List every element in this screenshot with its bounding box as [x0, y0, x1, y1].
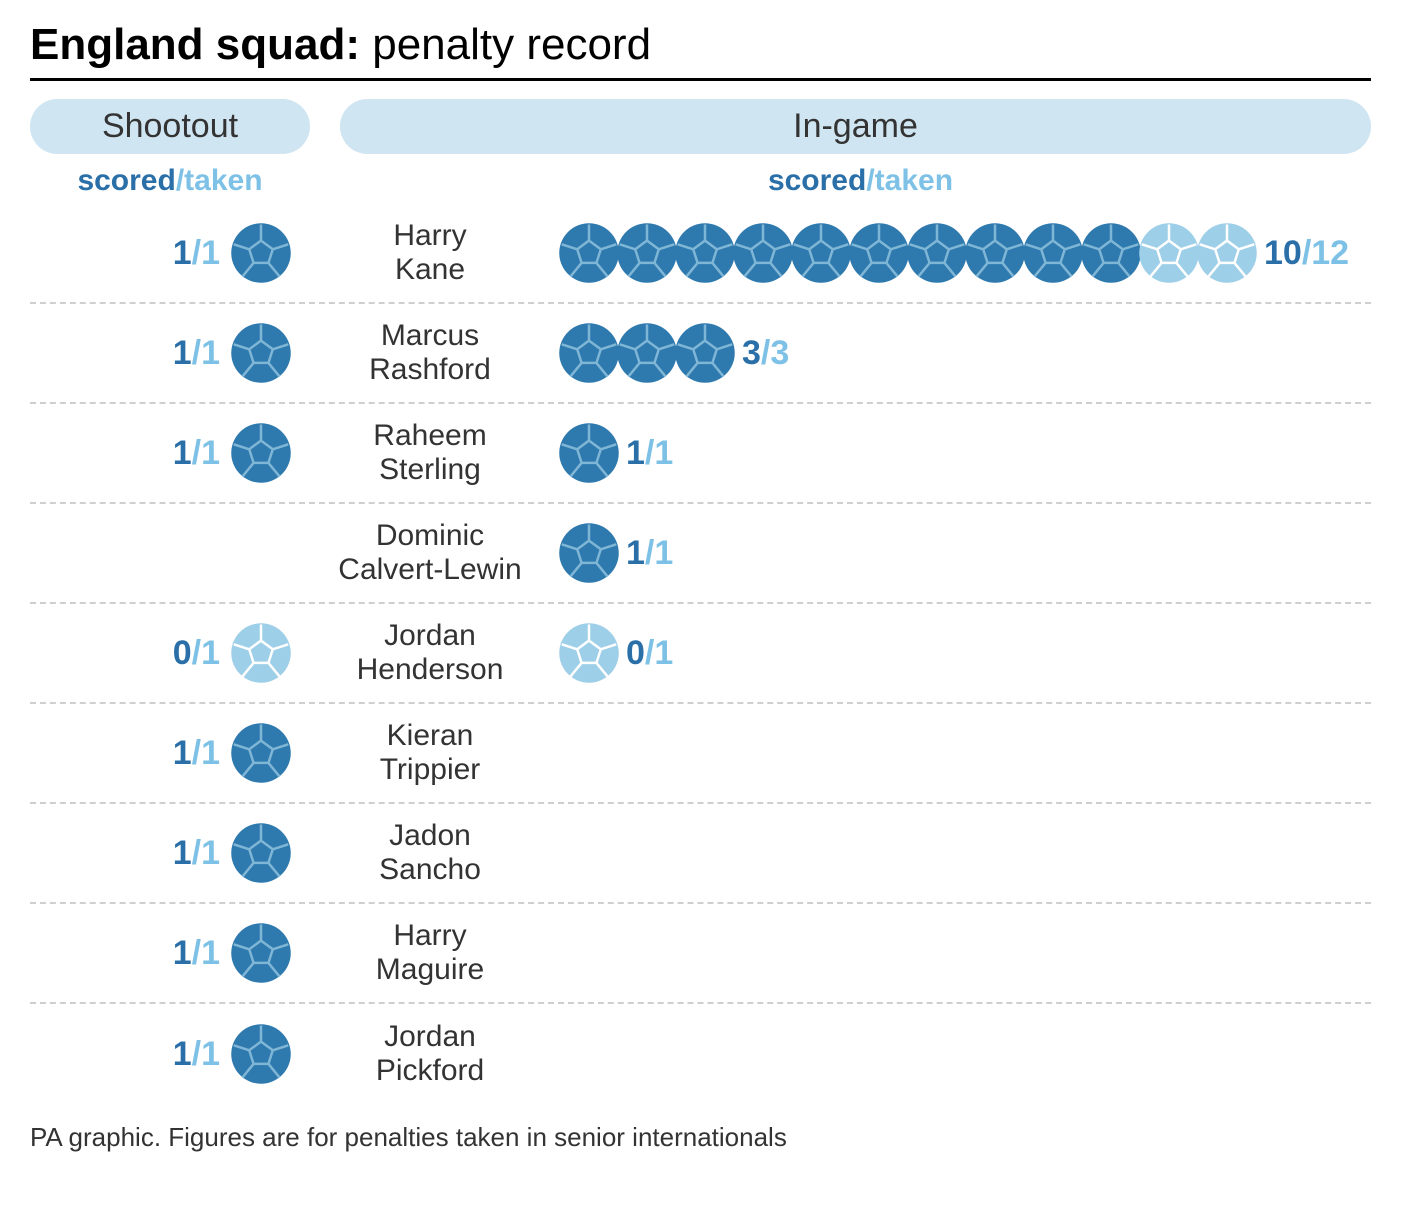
football-icon	[230, 622, 292, 684]
scored-label: scored	[768, 164, 866, 197]
player-row: 1/1 MarcusRashford 3/3	[30, 304, 1371, 404]
football-icon	[558, 422, 620, 484]
shootout-cell: 1/1	[30, 722, 310, 784]
football-icon	[616, 322, 678, 384]
player-name: HarryMaguire	[310, 919, 550, 988]
shootout-cell: 1/1	[30, 1023, 310, 1085]
player-name: DominicCalvert-Lewin	[310, 519, 550, 588]
football-icon	[230, 722, 292, 784]
stat-value: 3/3	[742, 334, 789, 373]
football-icon	[1196, 222, 1258, 284]
football-icon	[848, 222, 910, 284]
ingame-cell: 1/1	[550, 522, 1371, 584]
player-name: RaheemSterling	[310, 419, 550, 488]
football-icon	[616, 222, 678, 284]
ingame-cell: 10/12	[550, 222, 1371, 284]
football-icon	[558, 622, 620, 684]
title-bold: England squad:	[30, 20, 360, 69]
shootout-cell: 0/1	[30, 622, 310, 684]
football-icon	[558, 522, 620, 584]
shootout-cell: 1/1	[30, 822, 310, 884]
shootout-cell: 1/1	[30, 322, 310, 384]
ingame-pill: In-game	[340, 99, 1371, 154]
player-row: 1/1 KieranTrippier	[30, 704, 1371, 804]
stat-value: 10/12	[1264, 234, 1349, 273]
football-icon	[1022, 222, 1084, 284]
stat-value: 1/1	[173, 1035, 220, 1074]
football-icon	[674, 322, 736, 384]
footer-note: PA graphic. Figures are for penalties ta…	[30, 1122, 1371, 1153]
football-icon	[964, 222, 1026, 284]
stat-value: 1/1	[173, 834, 220, 873]
stat-value: 1/1	[173, 734, 220, 773]
stat-value: 1/1	[173, 934, 220, 973]
football-icon	[558, 322, 620, 384]
football-icon	[906, 222, 968, 284]
graphic-title: England squad: penalty record	[30, 20, 1371, 81]
player-row: 1/1 JadonSancho	[30, 804, 1371, 904]
shootout-subheader: scored/taken	[30, 164, 310, 198]
football-icon	[230, 322, 292, 384]
player-row: 1/1 HarryKane	[30, 204, 1371, 304]
stat-value: 1/1	[626, 534, 673, 573]
stat-value: 1/1	[173, 334, 220, 373]
player-name: JordanPickford	[310, 1020, 550, 1089]
football-icon	[1138, 222, 1200, 284]
player-name: HarryKane	[310, 219, 550, 288]
shootout-pill: Shootout	[30, 99, 310, 154]
football-icon	[230, 222, 292, 284]
ingame-cell: 3/3	[550, 322, 1371, 384]
stat-value: 1/1	[626, 434, 673, 473]
player-rows: 1/1 HarryKane	[30, 204, 1371, 1104]
player-row: 1/1 HarryMaguire	[30, 904, 1371, 1004]
ingame-cell: 1/1	[550, 422, 1371, 484]
stat-value: 1/1	[173, 234, 220, 273]
player-name: KieranTrippier	[310, 719, 550, 788]
shootout-cell: 1/1	[30, 422, 310, 484]
player-name: JordanHenderson	[310, 619, 550, 688]
football-icon	[732, 222, 794, 284]
player-row: 1/1 JordanPickford	[30, 1004, 1371, 1104]
football-icon	[230, 922, 292, 984]
shootout-cell: 1/1	[30, 222, 310, 284]
taken-label: /taken	[176, 164, 263, 197]
ingame-cell: 0/1	[550, 622, 1371, 684]
stat-value: 1/1	[173, 434, 220, 473]
football-icon	[558, 222, 620, 284]
football-icon	[230, 1023, 292, 1085]
column-headers: Shootout In-game	[30, 99, 1371, 154]
football-icon	[230, 422, 292, 484]
shootout-cell: 1/1	[30, 922, 310, 984]
ingame-subheader: scored/taken	[550, 164, 1371, 198]
player-name: MarcusRashford	[310, 319, 550, 388]
player-row: 0/1 JordanHenderson 0/1	[30, 604, 1371, 704]
scored-label: scored	[77, 164, 175, 197]
player-name: JadonSancho	[310, 819, 550, 888]
stat-value: 0/1	[626, 634, 673, 673]
title-light: penalty record	[360, 20, 651, 69]
stat-value: 0/1	[173, 634, 220, 673]
taken-label: /taken	[866, 164, 953, 197]
sub-headers: scored/taken scored/taken	[30, 164, 1371, 198]
football-icon	[1080, 222, 1142, 284]
player-row: DominicCalvert-Lewin 1/1	[30, 504, 1371, 604]
football-icon	[790, 222, 852, 284]
football-icon	[230, 822, 292, 884]
football-icon	[674, 222, 736, 284]
player-row: 1/1 RaheemSterling 1/1	[30, 404, 1371, 504]
